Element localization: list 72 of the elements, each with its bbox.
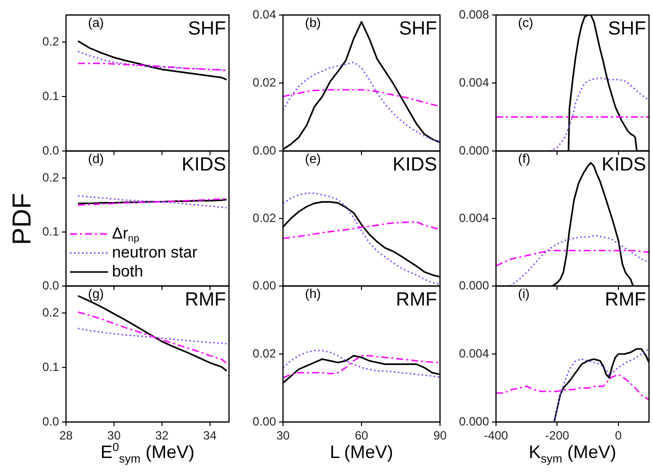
annotation: (e) [305,151,321,166]
annotation: RMF [396,290,437,311]
annotation: KIDS [602,154,646,176]
x-tick-label: 90 [433,428,447,443]
legend-label: both [112,263,144,280]
annotation: (c) [518,15,534,30]
y-tick-label: 0.04 [252,7,276,22]
x-tick-label: 32 [155,428,169,443]
line-series [496,374,649,401]
y-tick-label: 0.00 [252,414,276,428]
y-tick-label: 0.0 [42,143,60,158]
annotation: KIDS [392,154,437,176]
line-series [283,355,440,378]
line-series [283,221,440,240]
line-series [283,350,440,378]
y-tick-label: 0.004 [458,75,490,90]
line-series [77,311,228,364]
y-tick-label: 0.000 [458,278,490,292]
y-tick-label: 0.00 [252,278,276,292]
line-series [77,195,228,208]
y-tick-label: 0.1 [42,360,60,374]
x-axis-title: K$_{sym}$ (MeV) [528,441,618,466]
line-series [509,234,649,286]
x-tick-label: 30 [107,428,121,443]
annotation: (h) [305,286,321,302]
line-series [283,62,440,142]
y-tick-label: 0.2 [42,170,60,184]
x-tick-label: -400 [484,428,508,443]
y-tick-label: 0.00 [252,143,276,158]
y-tick-label: 0.1 [42,224,60,238]
annotation: (a) [88,15,104,30]
line-series [548,77,649,151]
annotation: (g) [88,286,104,302]
line-series [77,62,228,72]
line-series [496,250,649,266]
legend-label: neutron star [112,244,198,262]
y-tick-label: 0.02 [252,210,276,225]
annotation: SHF [188,18,226,40]
y-tick-label: 0.0 [42,414,60,428]
y-tick-label: 0.0 [42,278,60,292]
y-tick-label: 0.008 [458,7,490,22]
line-series [77,50,228,72]
annotation: (d) [88,151,104,166]
annotation: KIDS [182,154,226,176]
annotation: SHF [399,18,437,40]
y-tick-label: 0.2 [42,34,60,49]
line-series [77,328,228,344]
y-tick-label: 0.000 [458,414,490,428]
y-tick-label: 0.02 [252,346,276,360]
line-series [283,89,440,108]
y-axis-title: PDF [6,192,38,244]
x-tick-label: 60 [354,428,368,443]
annotation: RMF [184,290,226,311]
y-tick-label: 0.000 [458,143,490,158]
x-tick-label: 34 [203,428,217,443]
y-tick-label: 0.1 [42,88,60,103]
x-tick-label: 0 [615,428,622,443]
x-axis-title: L (MeV) [328,441,394,463]
x-tick-label: 30 [276,428,290,443]
y-tick-label: 0.2 [42,306,60,320]
x-tick-label: 28 [59,428,73,443]
y-tick-label: 0.004 [458,210,490,225]
y-tick-label: 0.004 [458,346,490,360]
x-tick-label: -200 [545,428,570,443]
annotation: (i) [518,286,530,302]
annotation: SHF [608,18,646,40]
line-series [283,192,440,286]
x-axis-title: E$^{0}$$_{sym}$ (MeV) [100,441,196,466]
y-tick-label: 0.02 [252,75,276,90]
annotation: (b) [305,15,321,30]
annotation: (f) [518,151,530,166]
annotation: RMF [604,290,646,311]
